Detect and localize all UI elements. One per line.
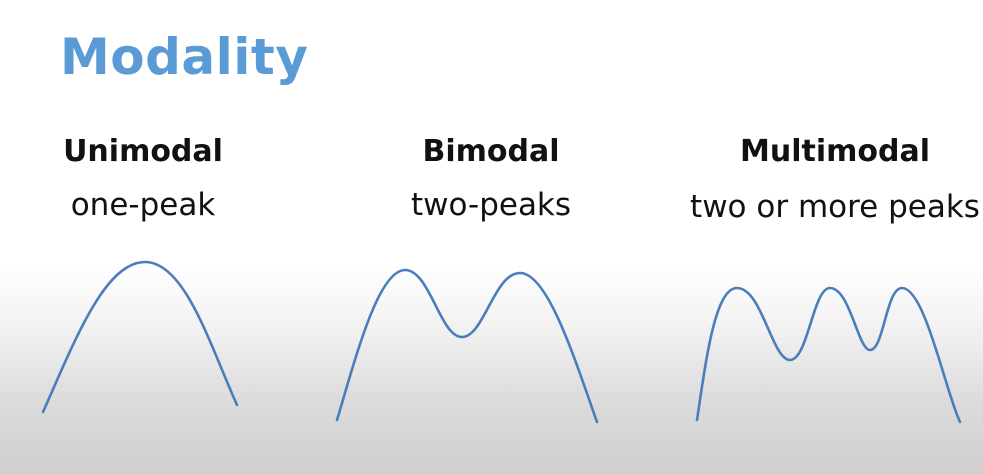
unimodal-description: one-peak xyxy=(70,187,216,223)
bimodal-curve xyxy=(335,268,599,424)
bimodal-heading: Bimodal xyxy=(422,134,560,169)
unimodal-heading: Unimodal xyxy=(63,134,223,169)
unimodal-column: Unimodal one-peak xyxy=(20,132,266,228)
slide-title: Modality xyxy=(60,28,309,86)
multimodal-description: two or more peaks xyxy=(690,189,980,225)
multimodal-heading: Multimodal xyxy=(740,134,930,169)
unimodal-curve xyxy=(41,260,239,414)
multimodal-column: Multimodal two or more peaks xyxy=(690,132,980,232)
bimodal-column: Bimodal two-peaks xyxy=(356,132,626,228)
multimodal-curve xyxy=(695,286,962,424)
bimodal-description: two-peaks xyxy=(410,187,572,223)
